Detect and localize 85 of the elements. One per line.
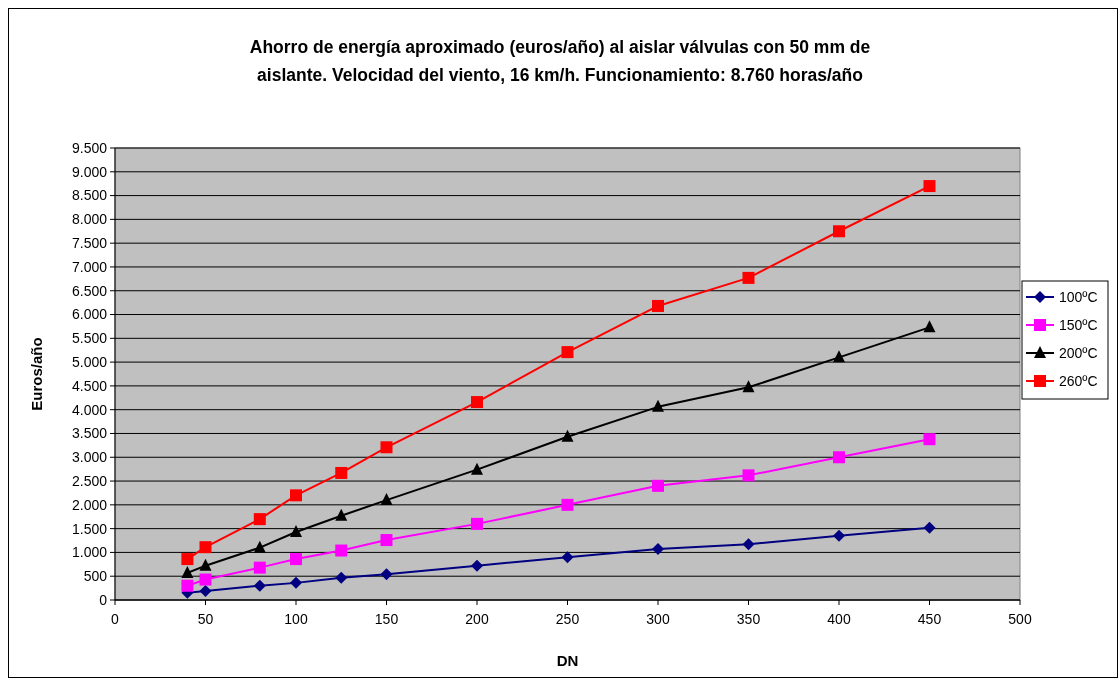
point bbox=[335, 508, 348, 521]
y-tick-label: 5.500 bbox=[71, 330, 108, 347]
point bbox=[923, 180, 936, 193]
y-tick-label: 3.500 bbox=[71, 425, 108, 442]
x-tick-label: 250 bbox=[555, 611, 580, 627]
point bbox=[471, 396, 483, 409]
point bbox=[380, 441, 393, 454]
x-tick-label: 200 bbox=[465, 611, 489, 627]
legend-label: 260ºC bbox=[1059, 372, 1098, 389]
x-tick-label: 450 bbox=[917, 611, 942, 627]
y-tick-label: 7.000 bbox=[71, 258, 108, 275]
point bbox=[561, 346, 574, 359]
point bbox=[199, 558, 212, 571]
point bbox=[471, 517, 483, 530]
point bbox=[923, 433, 936, 446]
point bbox=[253, 513, 266, 526]
y-tick-label: 4.500 bbox=[71, 377, 108, 394]
point bbox=[471, 559, 483, 572]
y-tick-label: 6.000 bbox=[71, 306, 108, 323]
x-tick-label: 100 bbox=[284, 611, 308, 627]
y-tick-label: 9.000 bbox=[71, 163, 108, 180]
y-axis-title: Euros/año bbox=[28, 337, 45, 411]
point bbox=[561, 551, 574, 564]
point bbox=[652, 399, 664, 412]
point bbox=[199, 573, 212, 586]
point bbox=[380, 493, 393, 506]
legend-label: 200ºC bbox=[1059, 344, 1098, 361]
y-tick-label: 1.500 bbox=[71, 520, 108, 537]
y-tick-label: 500 bbox=[83, 568, 108, 585]
point bbox=[253, 540, 266, 553]
x-tick-label: 50 bbox=[197, 611, 214, 627]
y-tick-label: 2.000 bbox=[71, 496, 108, 513]
y-tick-label: 1.000 bbox=[71, 544, 108, 561]
point bbox=[380, 568, 393, 581]
point bbox=[181, 565, 194, 578]
x-axis-title: DN bbox=[556, 652, 579, 669]
point bbox=[742, 380, 755, 393]
point bbox=[471, 462, 483, 475]
x-tick-label: 0 bbox=[111, 611, 120, 627]
point bbox=[290, 576, 302, 589]
x-tick-label: 300 bbox=[646, 611, 670, 627]
x-tick-label: 150 bbox=[374, 611, 399, 627]
point bbox=[290, 489, 302, 502]
point bbox=[290, 553, 302, 566]
x-tick-label: 400 bbox=[827, 611, 851, 627]
y-tick-label: 6.500 bbox=[71, 282, 108, 299]
point bbox=[181, 553, 194, 566]
y-tick-label: 4.000 bbox=[71, 401, 108, 418]
point bbox=[833, 529, 845, 542]
point bbox=[335, 466, 348, 479]
point bbox=[742, 271, 755, 284]
point bbox=[253, 579, 266, 592]
point bbox=[561, 429, 574, 442]
point bbox=[335, 544, 348, 557]
x-tick-label: 500 bbox=[1008, 611, 1032, 627]
point bbox=[199, 541, 212, 554]
point bbox=[742, 469, 755, 482]
point bbox=[652, 479, 664, 492]
y-tick-label: 0 bbox=[99, 591, 108, 608]
point bbox=[923, 521, 936, 534]
y-tick-label: 5.000 bbox=[71, 354, 108, 371]
chart-title: Ahorro de energía aproximado (euros/año) al aislar válvulas con 50 mm de aislante. Velocidad del viento, 16 km/h. Funcionamiento: 8.760 horas/año bbox=[249, 37, 871, 85]
legend-label: 150ºC bbox=[1059, 316, 1098, 333]
y-tick-label: 8.000 bbox=[71, 211, 108, 228]
point bbox=[199, 584, 212, 597]
point bbox=[652, 543, 664, 556]
point bbox=[742, 538, 755, 551]
point bbox=[833, 451, 845, 464]
point bbox=[380, 534, 393, 547]
y-tick-label: 3.000 bbox=[71, 449, 108, 466]
point bbox=[561, 498, 574, 511]
point bbox=[290, 524, 302, 537]
y-tick-label: 8.500 bbox=[71, 187, 108, 204]
point bbox=[833, 225, 845, 238]
x-tick-label: 350 bbox=[736, 611, 761, 627]
point bbox=[652, 299, 664, 312]
point bbox=[253, 561, 266, 574]
legend-label: 100ºC bbox=[1059, 288, 1098, 305]
point bbox=[181, 579, 194, 592]
point bbox=[335, 571, 348, 584]
y-tick-label: 2.500 bbox=[71, 472, 108, 489]
y-tick-label: 7.500 bbox=[71, 235, 108, 252]
point bbox=[833, 350, 845, 363]
y-tick-label: 9.500 bbox=[71, 139, 108, 156]
point bbox=[923, 320, 936, 333]
